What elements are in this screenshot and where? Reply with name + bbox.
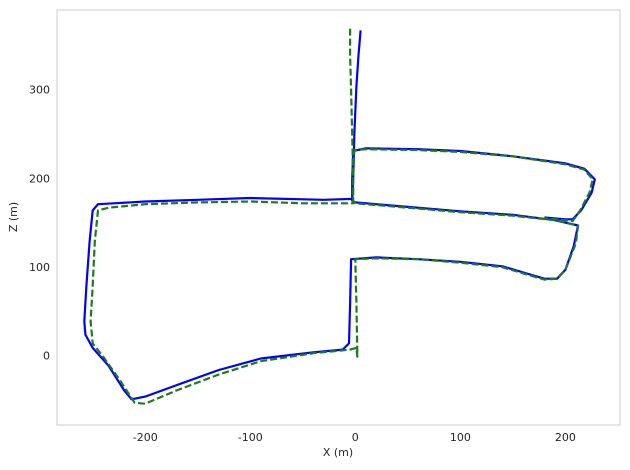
trajectory-line: [83, 30, 596, 401]
y-tick-label: 100: [29, 261, 50, 274]
x-tick-label: 100: [450, 431, 471, 444]
y-tick-label: 0: [43, 350, 50, 363]
y-tick-label: 200: [29, 172, 50, 185]
x-tick-label: 200: [555, 431, 576, 444]
trajectory-line: [89, 28, 594, 405]
y-tick-label: 300: [29, 84, 50, 97]
x-tick-label: 0: [352, 431, 359, 444]
x-axis-label: X (m): [323, 446, 353, 459]
y-axis-label: Z (m): [7, 202, 20, 232]
x-tick-label: -200: [133, 431, 158, 444]
plot-frame: [56, 9, 621, 426]
x-tick-label: -100: [238, 431, 263, 444]
